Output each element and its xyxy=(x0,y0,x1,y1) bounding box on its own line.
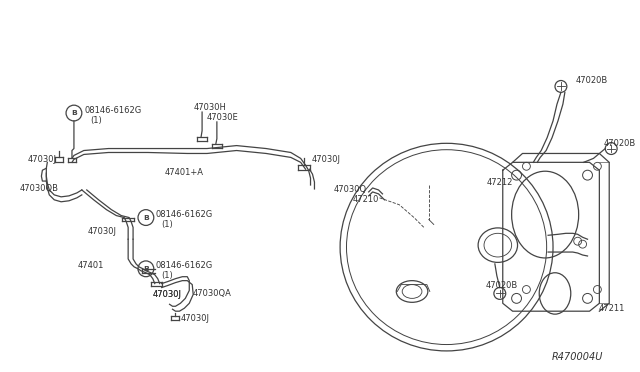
Text: R470004U: R470004U xyxy=(552,352,604,362)
Text: 47030H: 47030H xyxy=(193,103,226,112)
Text: 47030QA: 47030QA xyxy=(192,289,231,298)
Text: 47030J: 47030J xyxy=(28,155,56,164)
Text: 08146-6162G: 08146-6162G xyxy=(84,106,142,115)
Text: 47020B: 47020B xyxy=(576,76,608,84)
Text: 47030J: 47030J xyxy=(88,227,116,236)
Text: 08146-6162G: 08146-6162G xyxy=(156,261,213,270)
Text: B: B xyxy=(71,110,77,116)
Text: 47401: 47401 xyxy=(78,261,104,270)
Text: 08146-6162G: 08146-6162G xyxy=(156,210,213,219)
Text: B: B xyxy=(143,215,148,221)
Text: 47401+A: 47401+A xyxy=(164,168,204,177)
Text: 47020B: 47020B xyxy=(604,139,636,148)
Text: 47210: 47210 xyxy=(353,195,380,204)
Text: 47030J: 47030J xyxy=(312,155,340,164)
Text: (1): (1) xyxy=(91,116,102,125)
Text: 47030J: 47030J xyxy=(180,314,209,323)
Text: 47030Q: 47030Q xyxy=(333,185,366,194)
Text: 47030E: 47030E xyxy=(207,113,239,122)
Text: (1): (1) xyxy=(162,219,173,228)
Text: 47030J: 47030J xyxy=(153,291,182,299)
Text: 47030QB: 47030QB xyxy=(20,184,59,193)
Text: 47212: 47212 xyxy=(487,178,513,187)
Text: 47211: 47211 xyxy=(598,304,625,313)
Text: (1): (1) xyxy=(162,271,173,280)
Text: B: B xyxy=(143,266,148,272)
Text: 47020B: 47020B xyxy=(486,280,518,290)
Text: 47030J: 47030J xyxy=(153,291,182,299)
